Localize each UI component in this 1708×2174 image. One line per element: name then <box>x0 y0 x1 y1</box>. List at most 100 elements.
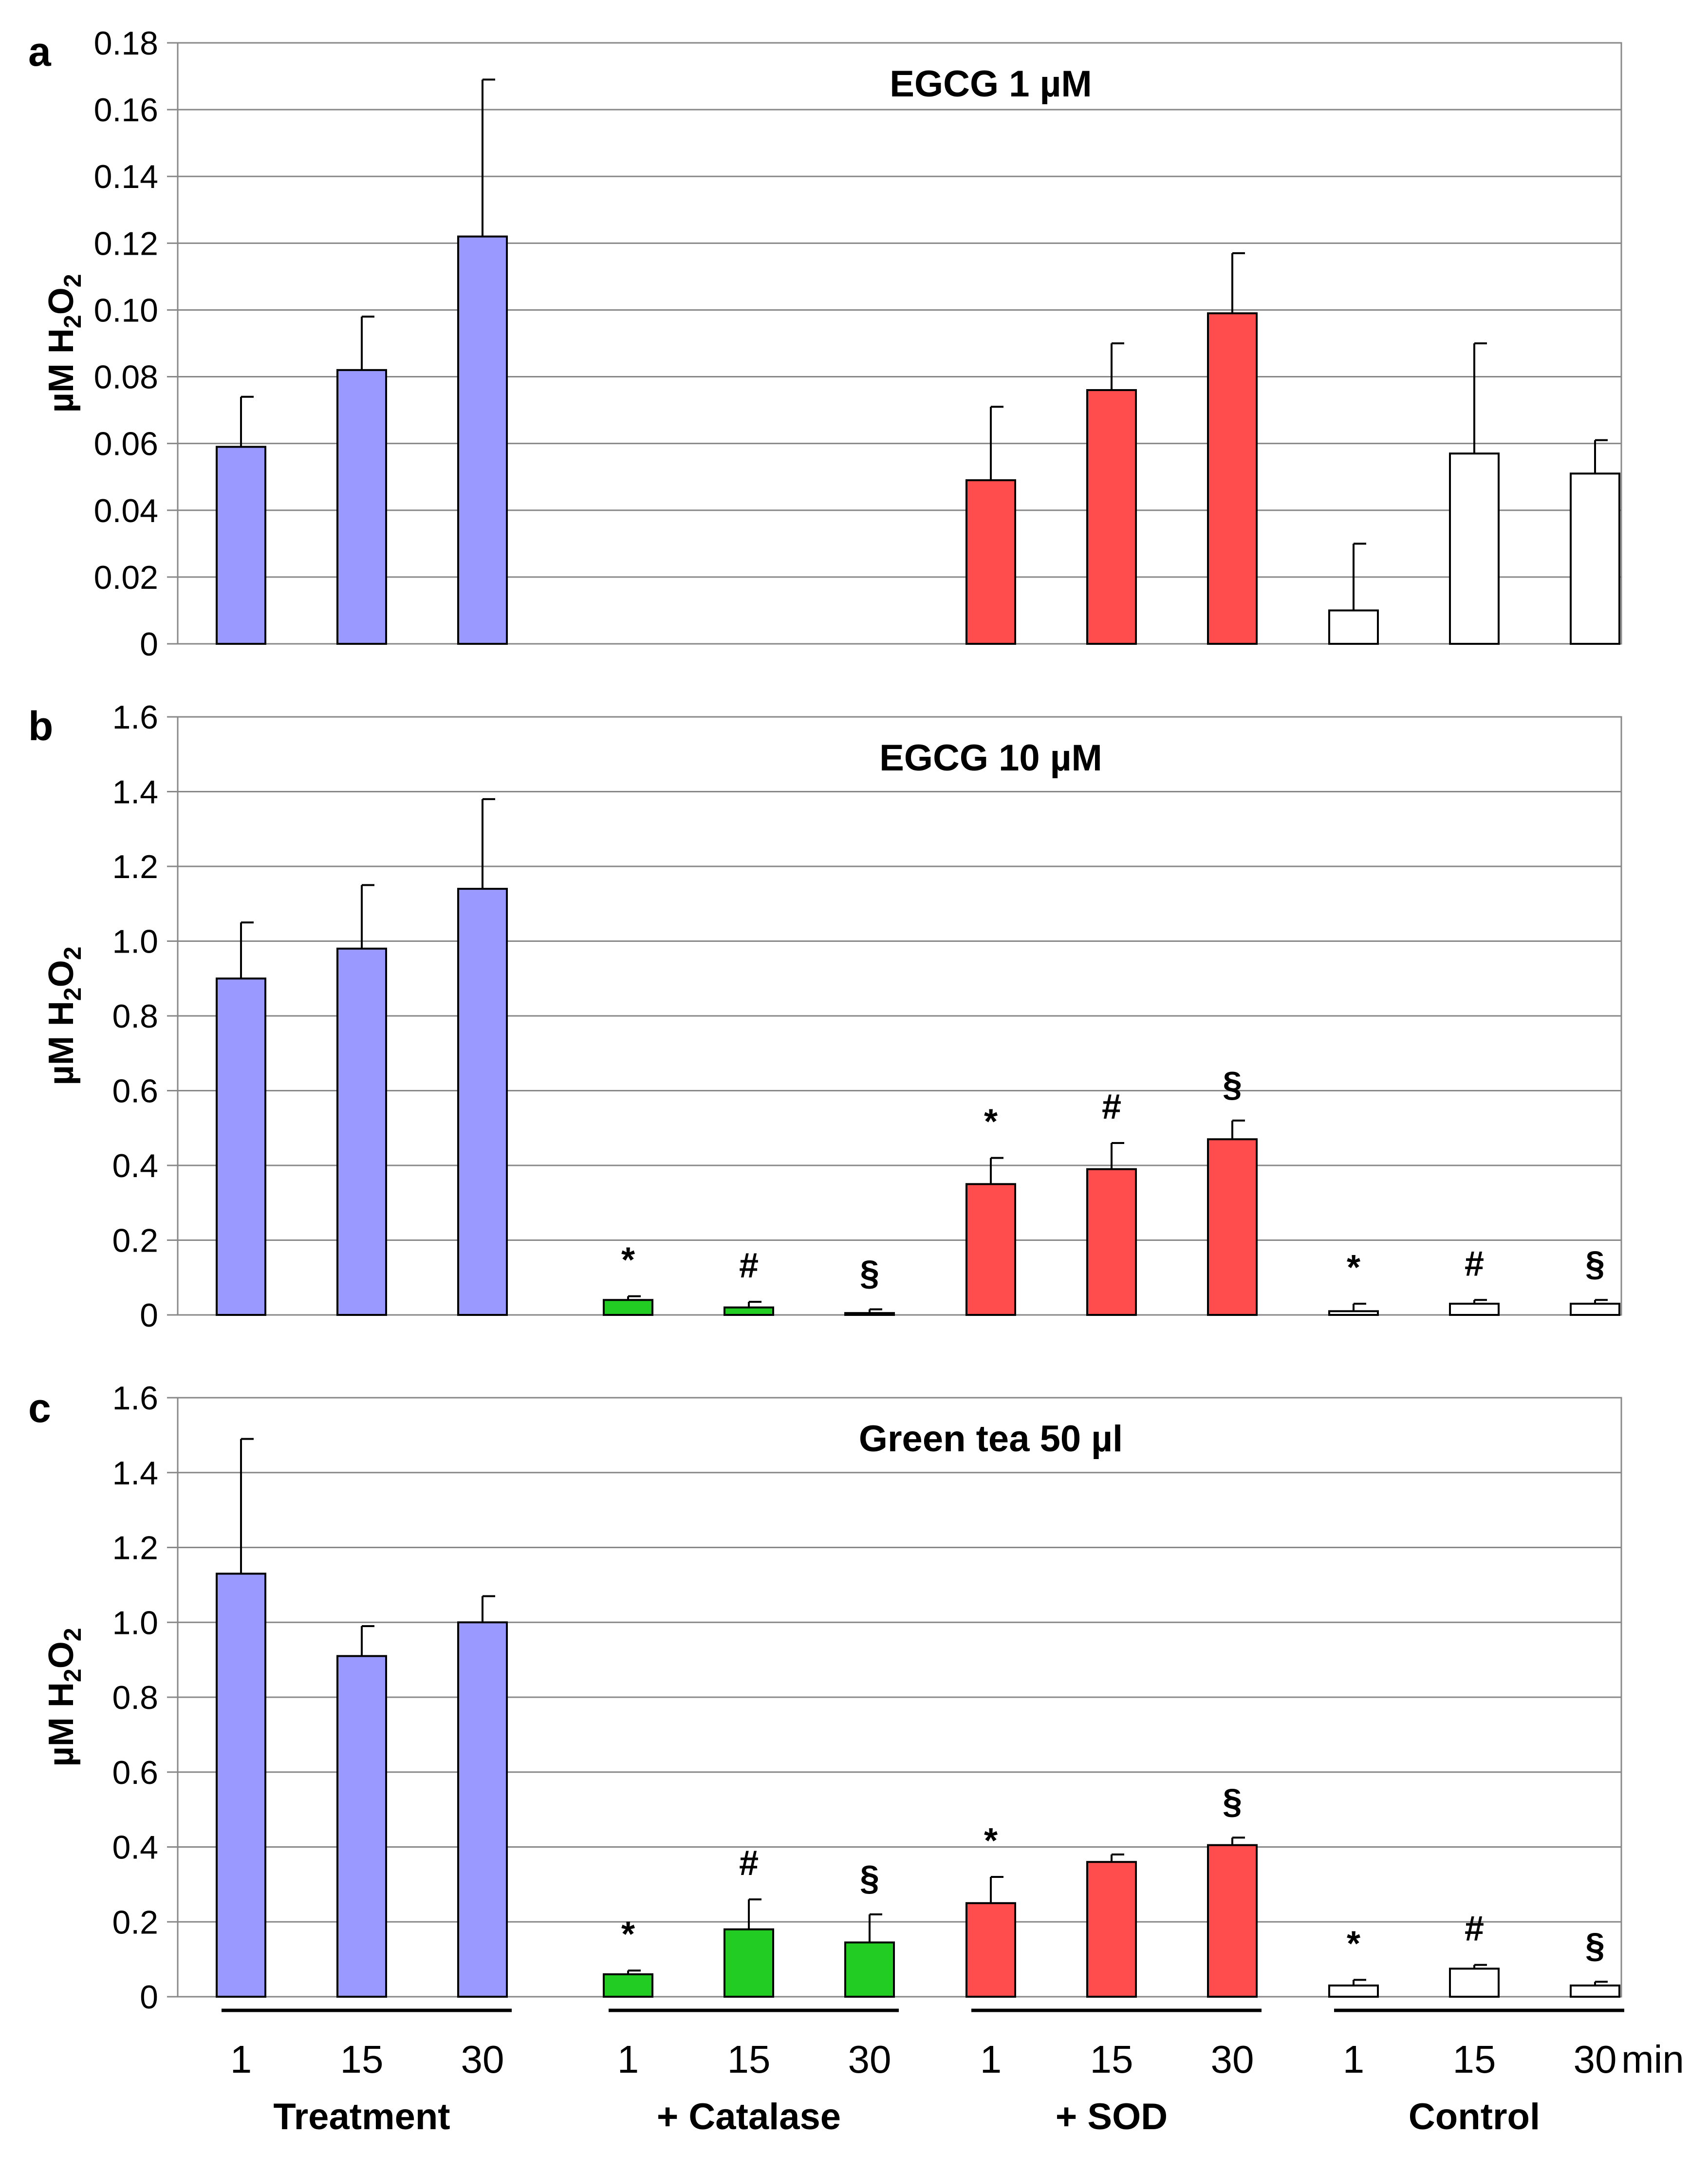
group-label: + Catalase <box>657 2096 841 2137</box>
x-tick-label: 1 <box>980 2038 1002 2081</box>
y-tick-label: 0.2 <box>112 1222 158 1259</box>
x-tick-label: 30 <box>848 2038 891 2081</box>
y-tick-label: 0.8 <box>112 998 158 1035</box>
bar-catalase <box>603 1973 653 1998</box>
bar-control <box>1570 1302 1620 1316</box>
bar-treatment <box>216 446 266 645</box>
x-tick-label: 30 <box>1574 2038 1617 2081</box>
y-axis-label: µM H2O2 <box>42 1628 86 1766</box>
bar-control <box>1328 1984 1379 1998</box>
bar-sod <box>965 1902 1016 1998</box>
y-tick-label: 0.4 <box>112 1147 158 1184</box>
y-tick-label: 1.2 <box>112 848 158 885</box>
panel-title: EGCG 10 µM <box>879 737 1102 779</box>
x-tick-label: 15 <box>1453 2038 1496 2081</box>
bar-control <box>1328 609 1379 645</box>
panel-c: 0 0.2 0.4 0.6 0.8 1.0 1.2 1.4 1.6 c Green tea 50 µ… <box>28 1380 1622 2016</box>
panel-a: 0 0.02 0.04 0.06 0.08 0.10 0.12 0.14 0.16 0.18 a EG… <box>28 25 1622 663</box>
bar-treatment <box>336 1655 387 1998</box>
bar-control <box>1570 472 1620 645</box>
bar-control <box>1570 1984 1620 1998</box>
panels: 0 0.02 0.04 0.06 0.08 0.10 0.12 0.14 0.16 0.18 a EG… <box>28 25 1622 2016</box>
y-tick-label: 1.4 <box>112 1455 158 1492</box>
bar-catalase <box>724 1306 774 1316</box>
panel-letter: c <box>28 1385 51 1431</box>
bar-treatment <box>336 369 387 645</box>
x-unit-label: min <box>1621 2038 1684 2081</box>
y-tick-label: 0.12 <box>94 225 158 262</box>
x-tick-label: 30 <box>461 2038 504 2081</box>
bar-sod <box>1207 1138 1258 1316</box>
panel-title: EGCG 1 µM <box>890 63 1092 105</box>
y-tick-label: 0.08 <box>94 359 158 396</box>
significance-mark: * <box>984 1821 998 1860</box>
significance-mark: § <box>860 1859 879 1898</box>
y-tick-label: 0.4 <box>112 1829 158 1866</box>
y-tick-label: 1.0 <box>112 1604 158 1641</box>
bar-control <box>1328 1310 1379 1316</box>
bar-control <box>1449 1968 1500 1998</box>
bar-control <box>1449 452 1500 645</box>
bar-treatment <box>457 888 508 1316</box>
panel-b: 0 0.2 0.4 0.6 0.8 1.0 1.2 1.4 1.6 b EGCG 10 µM µM H… <box>28 699 1622 1334</box>
y-tick-label: 0.18 <box>94 25 158 62</box>
y-tick-label: 0 <box>140 626 158 663</box>
y-tick-label: 0.16 <box>94 92 158 129</box>
bar-sod <box>965 1183 1016 1316</box>
x-tick-label: 1 <box>230 2038 252 2081</box>
significance-mark: # <box>1465 1244 1484 1283</box>
panel-title: Green tea 50 µl <box>859 1418 1123 1460</box>
bar-catalase <box>724 1928 774 1998</box>
bar-catalase <box>844 1312 895 1316</box>
panel-letter: b <box>28 703 53 749</box>
significance-mark: § <box>860 1254 879 1293</box>
y-tick-label: 1.2 <box>112 1530 158 1567</box>
significance-mark: # <box>739 1246 759 1285</box>
y-tick-label: 1.6 <box>112 699 158 736</box>
bar-treatment <box>457 1621 508 1998</box>
bar-treatment <box>336 947 387 1316</box>
bar-sod <box>1086 1168 1137 1316</box>
bar-sod <box>1086 1861 1137 1998</box>
bar-control <box>1449 1302 1500 1316</box>
y-tick-label: 0.8 <box>112 1679 158 1716</box>
y-tick-label: 0.2 <box>112 1904 158 1941</box>
y-axis-label: µM H2O2 <box>42 274 86 412</box>
bar-sod <box>1207 312 1258 645</box>
group-label: Control <box>1409 2096 1540 2137</box>
significance-mark: # <box>1465 1910 1484 1949</box>
significance-mark: § <box>1585 1926 1605 1965</box>
y-tick-label: 0.04 <box>94 492 158 529</box>
significance-mark: # <box>1102 1087 1121 1126</box>
significance-mark: * <box>984 1103 998 1142</box>
y-tick-label: 0.02 <box>94 559 158 596</box>
bar-treatment <box>457 235 508 645</box>
bar-treatment <box>216 1573 266 1998</box>
shared-x-axis: Treatment + Catalase + SOD Control 1 15 30 1 15 3… <box>222 2008 1684 2137</box>
x-tick-label: 30 <box>1211 2038 1254 2081</box>
bar-treatment <box>216 977 266 1316</box>
significance-mark: * <box>1347 1248 1360 1287</box>
bar-catalase <box>603 1299 653 1316</box>
significance-mark: # <box>739 1844 759 1883</box>
x-tick-label: 1 <box>1343 2038 1365 2081</box>
bar-sod <box>1207 1844 1258 1998</box>
y-tick-label: 1.4 <box>112 774 158 811</box>
bar-sod <box>965 479 1016 645</box>
y-tick-label: 0.6 <box>112 1754 158 1791</box>
bar-sod <box>1086 389 1137 645</box>
panel-letter: a <box>28 29 52 75</box>
x-tick-label: 1 <box>617 2038 639 2081</box>
y-tick-label: 0 <box>140 1979 158 2016</box>
y-tick-label: 0.14 <box>94 158 158 195</box>
y-tick-label: 1.0 <box>112 923 158 960</box>
y-tick-label: 0.06 <box>94 426 158 463</box>
significance-mark: § <box>1585 1244 1605 1283</box>
significance-mark: § <box>1223 1782 1242 1821</box>
y-tick-label: 0.10 <box>94 292 158 329</box>
significance-mark: * <box>621 1241 635 1280</box>
x-tick-label: 15 <box>1090 2038 1133 2081</box>
plot-area <box>177 42 1622 645</box>
x-tick-label: 15 <box>727 2038 771 2081</box>
